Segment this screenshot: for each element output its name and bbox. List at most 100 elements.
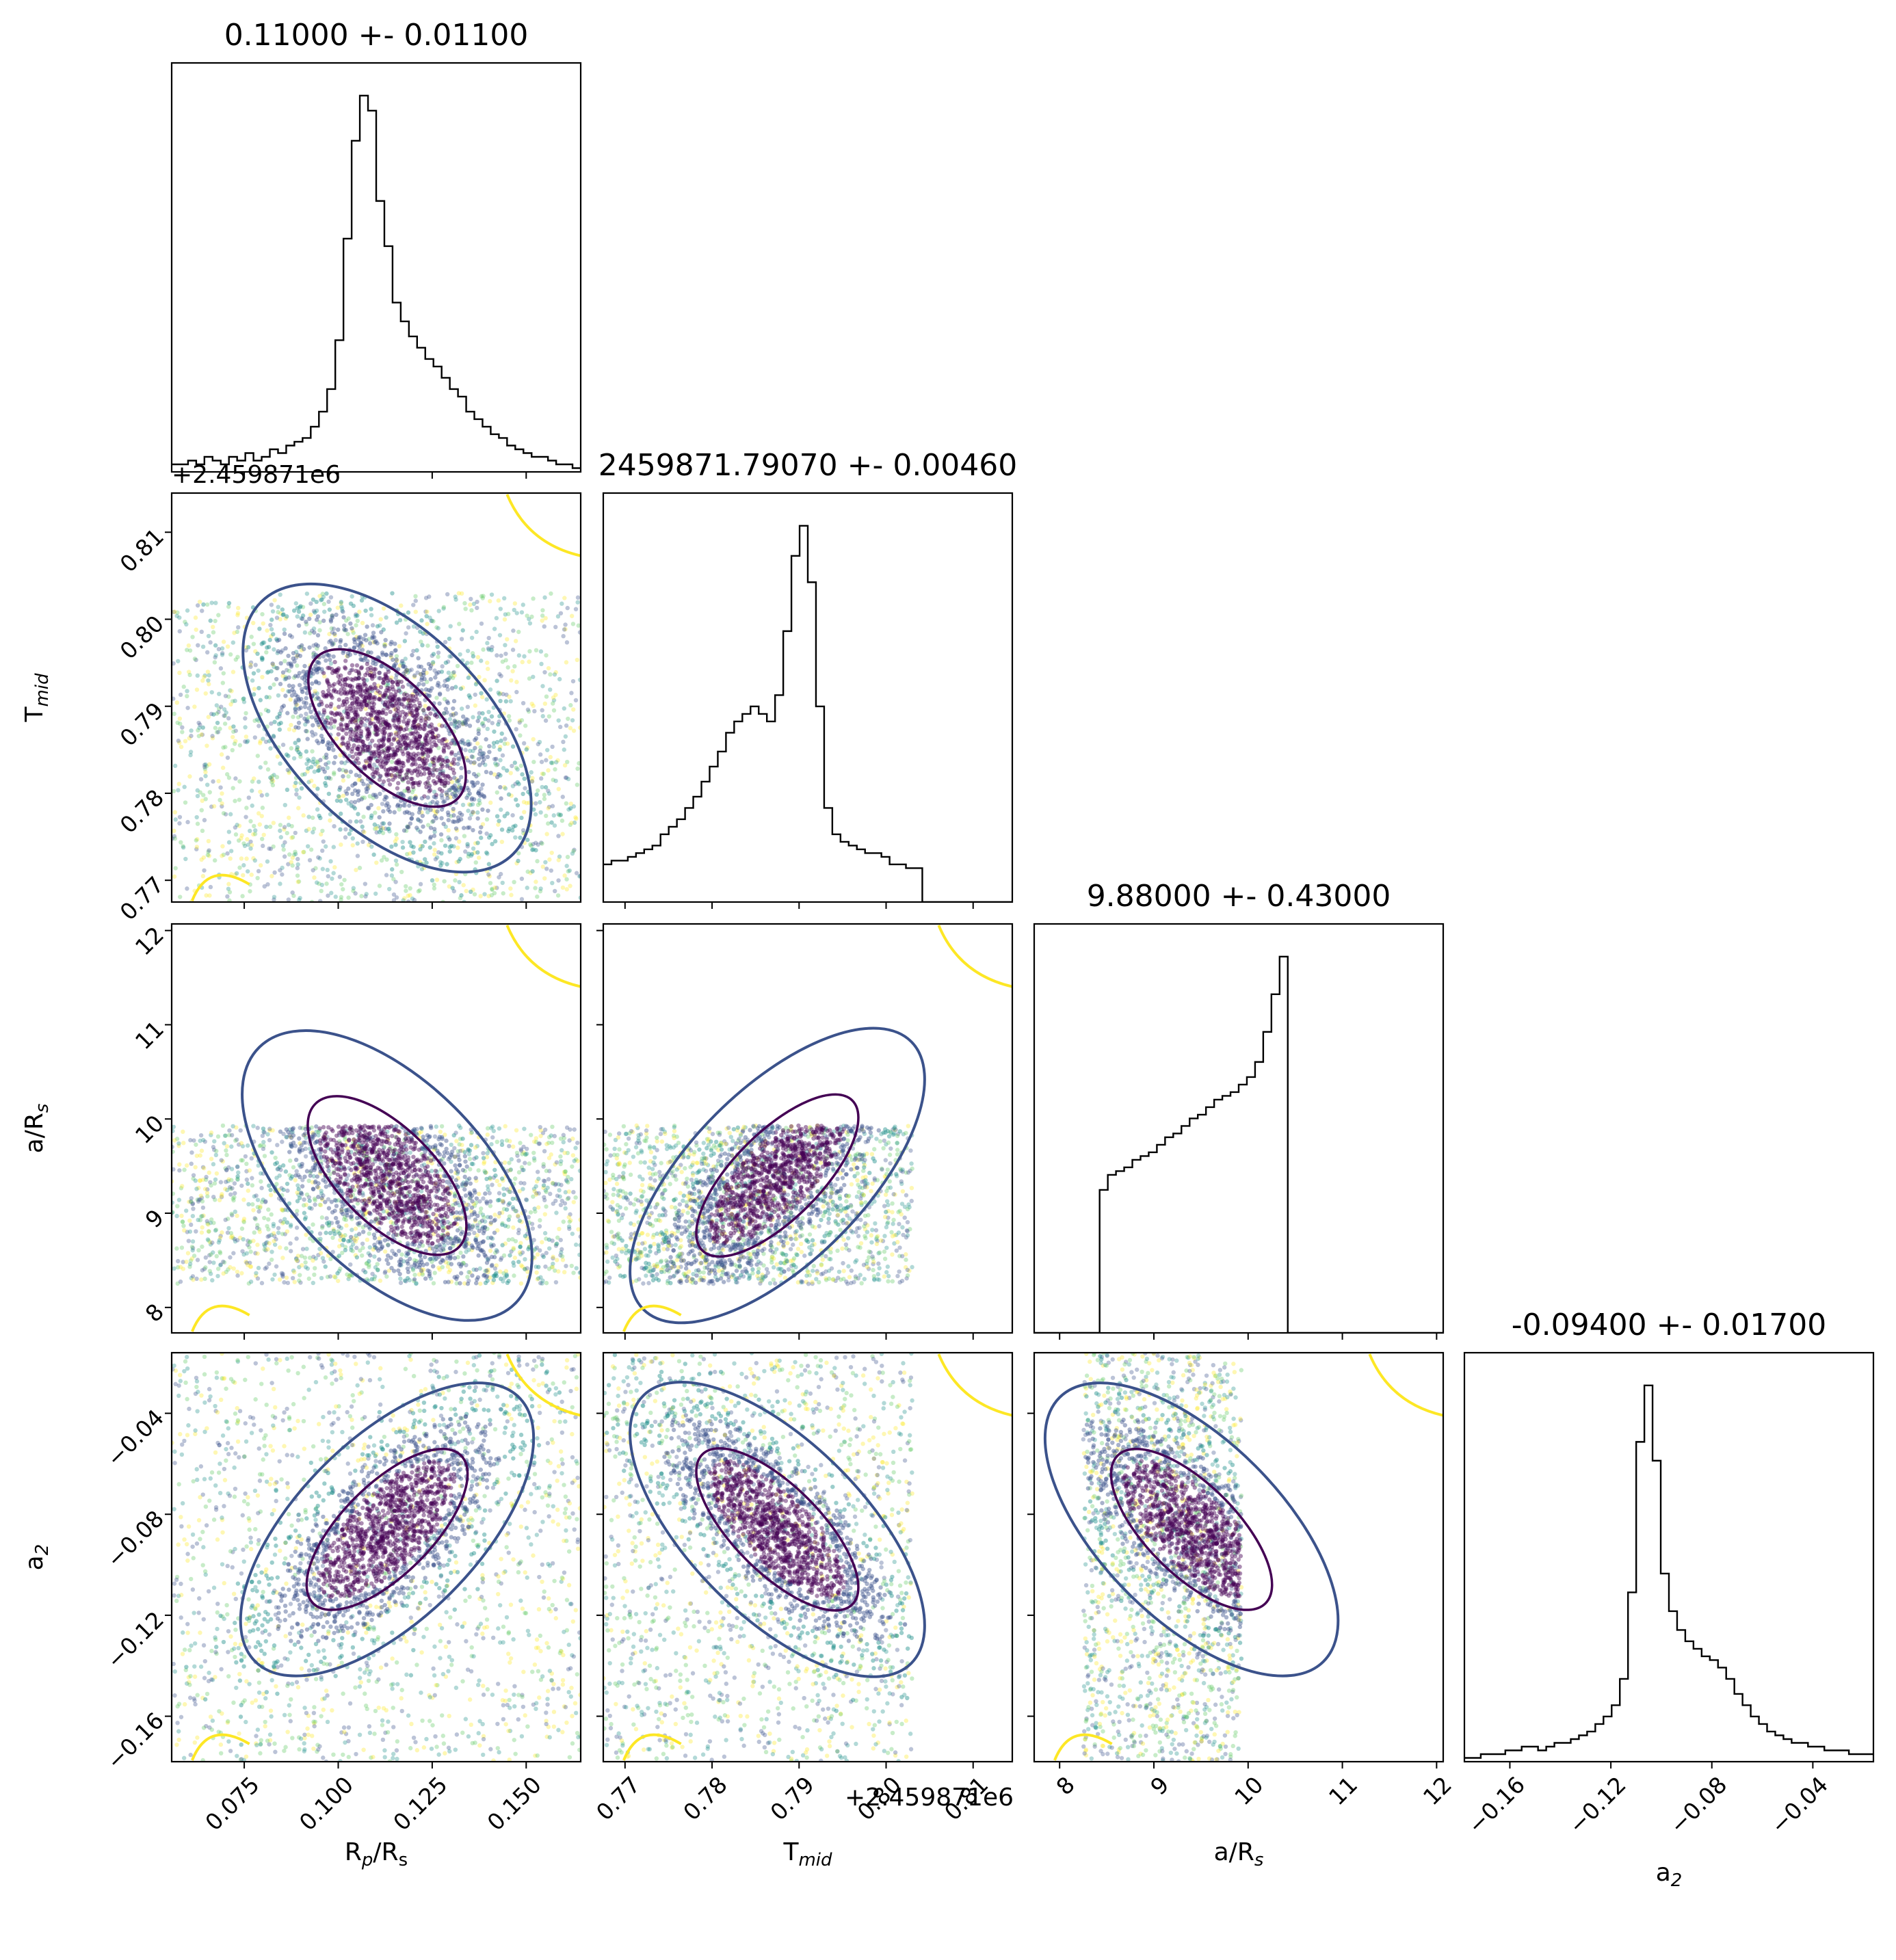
scatter-point [376,689,380,693]
scatter-point [516,1158,521,1163]
scatter-point [444,756,449,760]
scatter-point [382,730,387,735]
scatter-point [462,741,467,746]
scatter-point [466,693,471,698]
scatter-point [352,781,357,786]
scatter-point [417,734,422,739]
scatter-point [574,871,579,875]
scatter-point [392,713,397,718]
scatter-point [443,737,447,742]
scatter-point [339,727,345,732]
scatter-point [294,1236,299,1241]
scatter-point [550,1124,555,1129]
scatter-point [428,807,433,812]
scatter-point [473,860,478,865]
scatter-point [413,598,418,603]
scatter-point [188,752,193,758]
scatter-point [512,1256,518,1260]
scatter-point [395,804,400,808]
scatter-point [322,769,327,774]
scatter-point [451,699,457,704]
scatter-point [456,1154,461,1160]
scatter-point [304,717,310,722]
scatter-point [367,1231,371,1236]
scatter-point [367,724,372,729]
scatter-point [295,862,300,867]
scatter-point [498,691,503,696]
scatter-point [299,786,304,791]
scatter-point [362,682,367,687]
scatter-point [272,1242,278,1247]
scatter-point [339,687,343,692]
scatter-point [411,754,416,760]
scatter-point [251,1239,256,1243]
scatter-point [341,735,345,740]
scatter-point [354,726,359,731]
scatter-point [226,1177,231,1182]
scatter-point [213,600,218,605]
scatter-point [354,612,358,617]
scatter-point [365,687,369,692]
scatter-point [364,638,369,643]
scatter-point [397,762,401,767]
scatter-point [308,847,314,852]
scatter-point [478,1281,483,1286]
scatter-point [475,810,480,815]
scatter-point [225,644,231,649]
scatter-point [344,654,350,659]
scatter-point [505,811,510,816]
scatter-point [567,868,572,873]
scatter-point [215,730,221,734]
scatter-point [282,659,287,663]
scatter-point [536,1276,541,1281]
scatter-point [295,652,300,657]
scatter-point [363,766,367,771]
scatter-point [356,792,360,797]
scatter-point [381,694,386,699]
scatter-point [207,1269,213,1273]
scatter-point [542,701,548,706]
scatter-point [276,649,280,654]
scatter-point [225,755,231,760]
scatter-point [372,1254,377,1259]
scatter-point [424,741,429,745]
scatter-point [530,1226,536,1231]
scatter-point [392,718,397,724]
scatter-point [187,774,192,779]
scatter-point [409,816,414,821]
scatter-point [363,882,368,886]
scatter-point [543,615,548,621]
scatter-point [475,741,480,746]
scatter-point [399,768,404,773]
scatter-point [393,707,399,712]
scatter-point [179,840,183,845]
scatter-point [343,835,348,840]
scatter-point [495,775,500,780]
scatter-point [278,868,282,873]
scatter-point [467,816,473,821]
scatter-point [308,612,313,618]
scatter-point [329,717,334,721]
scatter-point [516,1170,522,1175]
scatter-point [445,810,451,815]
scatter-point [571,804,577,809]
scatter-point [553,1182,558,1187]
scatter-point [196,720,201,726]
contour-edge [505,494,581,557]
scatter-point [439,779,444,784]
scatter-point [536,1205,541,1210]
scatter-point [390,680,395,685]
scatter-point [373,724,378,728]
scatter-point [340,717,345,722]
scatter-point [325,743,330,747]
scatter-point [418,724,423,729]
scatter-point [563,626,568,632]
scatter-point [492,839,498,844]
scatter-point [539,759,544,765]
scatter-point [398,769,403,774]
scatter-point [440,741,445,746]
scatter-point [328,711,334,715]
scatter-point [196,1197,202,1202]
scatter-point [415,731,420,736]
scatter-point [412,674,417,679]
